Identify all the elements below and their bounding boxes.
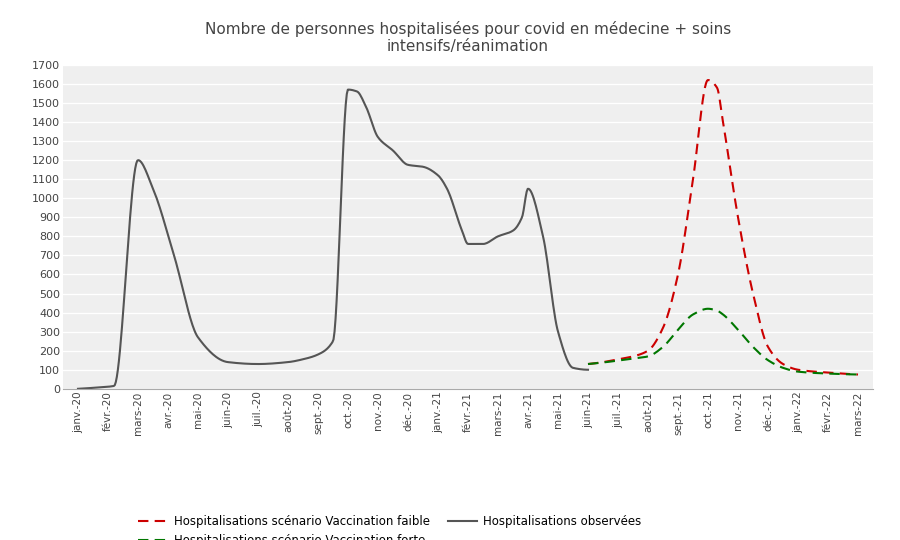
Title: Nombre de personnes hospitalisées pour covid en médecine + soins
intensifs/réani: Nombre de personnes hospitalisées pour c… (205, 21, 731, 54)
Legend: Hospitalisations scénario Vaccination faible, Hospitalisations scénario Vaccinat: Hospitalisations scénario Vaccination fa… (134, 510, 646, 540)
